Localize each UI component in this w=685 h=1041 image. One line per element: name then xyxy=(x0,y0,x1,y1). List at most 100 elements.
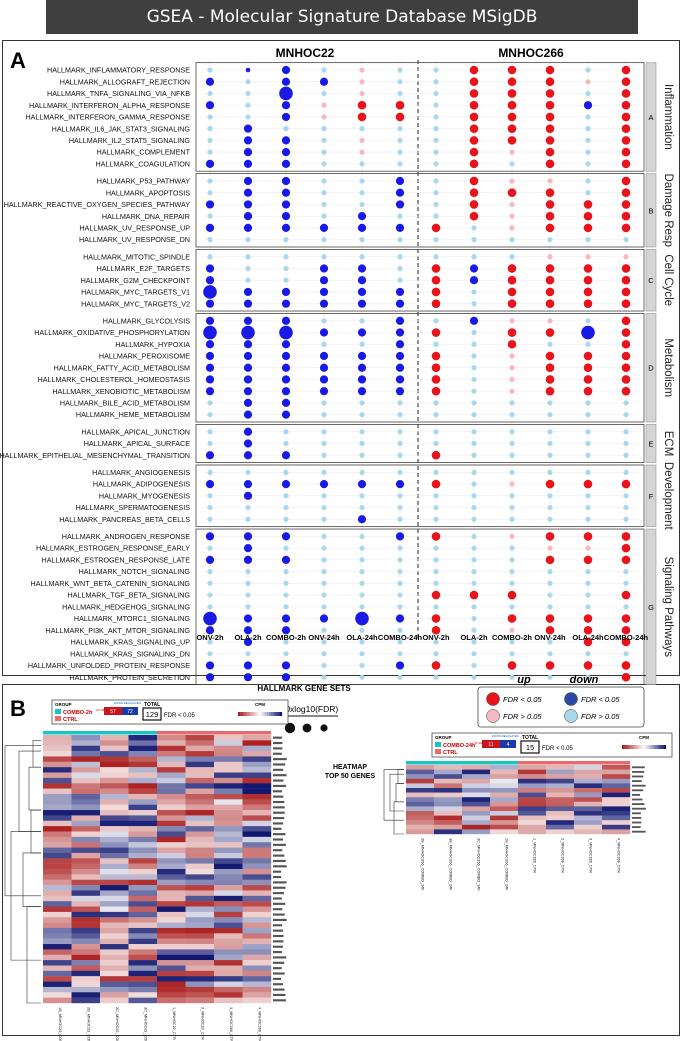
bubble xyxy=(509,569,515,575)
heatmap-group-bar-cell xyxy=(574,761,602,765)
bubble xyxy=(319,77,329,86)
bubble xyxy=(433,114,439,120)
bubble xyxy=(395,188,405,197)
heatmap-cell xyxy=(546,824,575,830)
heatmap-cell xyxy=(185,842,215,848)
heatmap-cell xyxy=(214,890,243,896)
bubble xyxy=(207,592,213,598)
heatmap-gene-label xyxy=(273,859,286,863)
bubble xyxy=(471,639,477,645)
heatmap-cell xyxy=(574,765,603,770)
bubble xyxy=(507,287,517,297)
bubble xyxy=(207,237,213,243)
bubble xyxy=(283,429,289,435)
bubble xyxy=(509,161,515,167)
heatmap-cell xyxy=(128,992,158,998)
panel-b-label: B xyxy=(10,696,26,721)
heatmap-cell xyxy=(518,774,547,779)
heatmap-cell xyxy=(71,858,101,864)
bubble xyxy=(583,351,593,361)
bubble xyxy=(281,316,291,325)
heatmap-cell xyxy=(157,826,186,832)
heatmap-cpm-scale-cell xyxy=(633,745,636,749)
bubble xyxy=(545,223,555,233)
bubble xyxy=(395,223,405,232)
geneset-label: HALLMARK_ADIPOGENESIS xyxy=(93,480,190,489)
bubble xyxy=(207,504,213,511)
heatmap-cell xyxy=(71,906,101,913)
heatmap-cell xyxy=(242,869,272,875)
bubble xyxy=(431,614,441,623)
bubble xyxy=(397,161,403,167)
bubble xyxy=(397,137,403,143)
bubble xyxy=(321,545,327,551)
heatmap-cell xyxy=(43,735,72,741)
heatmap-cell xyxy=(128,831,158,838)
group-name: Signaling Pathways xyxy=(662,557,674,658)
bubble xyxy=(357,375,367,384)
bubble xyxy=(585,237,591,243)
heatmap-cell xyxy=(100,745,129,752)
bubble xyxy=(319,287,329,297)
bubble xyxy=(321,452,327,458)
heatmap-cell xyxy=(71,981,101,988)
group-box xyxy=(195,528,645,685)
heatmap-cell xyxy=(546,801,575,807)
condition-label: COMBO-2h xyxy=(492,633,532,642)
heatmap-cell xyxy=(242,954,272,961)
heatmap-cell xyxy=(71,885,101,891)
heatmap-group-bar-cell xyxy=(490,761,518,765)
bubble xyxy=(321,569,327,575)
heatmap-cpm-label: CPM xyxy=(639,735,649,740)
bubble xyxy=(507,65,517,75)
bubble xyxy=(207,651,213,657)
legend-down-sig-text: FDR < 0.05 xyxy=(581,695,620,704)
bubble xyxy=(583,479,593,489)
bubble xyxy=(281,159,291,168)
bubble xyxy=(507,100,517,110)
heatmap-cell xyxy=(43,863,72,870)
bubble xyxy=(243,363,253,372)
heatmap-cell xyxy=(214,863,243,870)
heatmap-cell xyxy=(574,769,603,775)
heatmap-cpm-scale-cell xyxy=(641,745,645,749)
heatmap-cell xyxy=(214,874,243,880)
cell-line-header: MNHOC22 xyxy=(276,46,335,60)
heatmap-gene-label xyxy=(273,956,287,959)
bubble xyxy=(469,188,479,197)
bubble xyxy=(545,386,555,396)
heatmap-cell xyxy=(128,799,158,805)
heatmap-cell xyxy=(157,997,186,1004)
heatmap-cell xyxy=(490,765,519,770)
heatmap-cell xyxy=(406,797,435,802)
bubble xyxy=(279,325,293,340)
bubble xyxy=(547,318,553,324)
heatmap-column-label: 3_MNHOC266_CTR xyxy=(229,1007,233,1041)
heatmap-cell xyxy=(185,981,215,988)
bubble xyxy=(245,469,251,475)
bubble xyxy=(281,614,291,623)
bubble xyxy=(433,318,439,324)
bubble xyxy=(507,112,517,122)
bubble xyxy=(621,543,631,553)
bubble xyxy=(397,400,403,406)
bubble xyxy=(321,651,327,657)
heatmap-cell xyxy=(185,944,215,950)
bubble xyxy=(319,264,329,273)
heatmap-cpm-scale-cell xyxy=(644,745,647,749)
heatmap-cell xyxy=(406,783,435,789)
heatmap-down-count-box xyxy=(122,707,138,715)
heatmap-gene-label xyxy=(273,843,286,846)
bubble xyxy=(281,176,291,186)
bubble xyxy=(583,363,593,373)
heatmap-cell xyxy=(574,783,603,789)
group-name: Development xyxy=(662,462,674,531)
bubble xyxy=(507,188,517,197)
bubble xyxy=(321,254,327,260)
bubble xyxy=(319,614,329,623)
heatmap-cell xyxy=(100,852,129,859)
bubble xyxy=(545,287,555,297)
bubble xyxy=(431,328,441,337)
bubble xyxy=(621,65,631,75)
